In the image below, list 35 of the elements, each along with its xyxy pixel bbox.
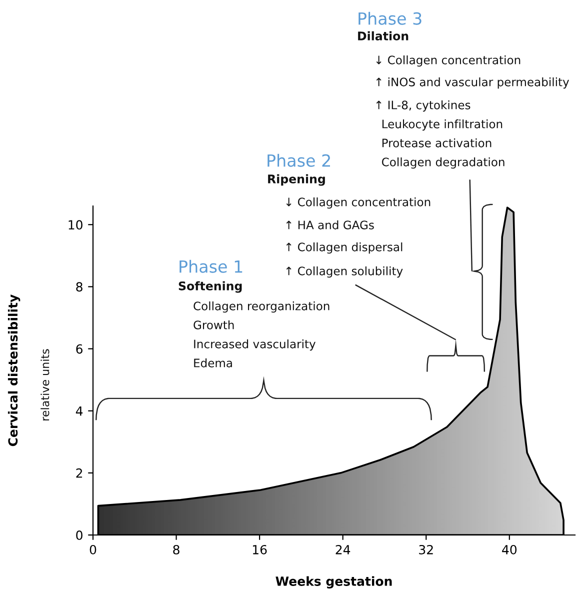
x-tick-label: 16 bbox=[252, 544, 267, 554]
x-tick-label: 8 bbox=[173, 544, 180, 554]
text: Protease activation bbox=[382, 138, 492, 148]
text: Collagen degradation bbox=[382, 157, 504, 169]
text: Dilation bbox=[358, 31, 408, 40]
annotation: ↑ HA and GAGs bbox=[286, 220, 374, 230]
text: ↑ iNOS and vascular permeability bbox=[376, 77, 570, 89]
y-tick-label: 8 bbox=[76, 282, 82, 292]
annotation: ↓ Collagen concentration bbox=[286, 197, 430, 209]
text: Phase 2 bbox=[268, 154, 330, 167]
x-tick-label: 24 bbox=[336, 544, 350, 554]
text: ↑ IL-8, cytokines bbox=[376, 100, 470, 112]
text: Phase 3 bbox=[358, 12, 422, 25]
y-tick-label: 0 bbox=[76, 530, 82, 540]
x-tick-label: 40 bbox=[502, 544, 517, 554]
annotation: Increased vascularity bbox=[194, 339, 316, 351]
annotation: Collagen reorganization bbox=[194, 301, 330, 313]
y-tick-label: 2 bbox=[76, 468, 82, 478]
text: Ripening bbox=[268, 174, 325, 186]
annotation: Edema bbox=[194, 358, 232, 368]
annotation: Growth bbox=[194, 320, 234, 330]
annotation: ↑ Collagen solubility bbox=[286, 266, 403, 278]
text: relative units bbox=[40, 349, 50, 420]
y-tick-label: 10 bbox=[68, 220, 82, 230]
y-tick-label: 6 bbox=[76, 344, 82, 354]
y-axis-title: Cervical distensibility bbox=[8, 294, 20, 446]
text: Leukocyte infiltration bbox=[382, 119, 502, 131]
y-tick-label: 4 bbox=[76, 406, 83, 416]
text: ↓ Collagen concentration bbox=[376, 55, 520, 67]
x-tick-label: 0 bbox=[90, 544, 96, 554]
x-axis-title: Weeks gestation bbox=[276, 576, 392, 588]
annotation: ↑ Collagen dispersal bbox=[286, 242, 402, 254]
annotation: Phase 1 bbox=[180, 260, 242, 273]
annotation: Softening bbox=[178, 281, 242, 293]
x-tick-label: 32 bbox=[419, 544, 433, 554]
